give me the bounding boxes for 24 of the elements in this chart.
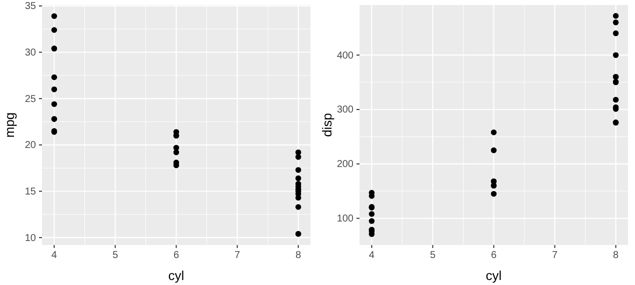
x-tick-label: 6 [173,250,180,262]
y-tick-label: 10 [24,232,36,244]
x-tick-label: 6 [490,250,497,262]
y-axis-title: mpg [2,112,17,138]
x-tick-label: 8 [613,250,620,262]
y-tick-label: 20 [24,140,36,152]
y-tick-label: 400 [336,50,354,62]
y-tick-label: 15 [24,186,36,198]
y-tick-label: 25 [24,94,36,105]
y-tick-label: 35 [24,1,36,12]
y-axis-title: disp [320,113,334,137]
x-tick-label: 4 [368,250,375,262]
x-tick-label: 7 [552,250,558,262]
x-axis-title: cyl [486,268,502,283]
y-tick-label: 200 [336,159,354,170]
x-tick-label: 4 [51,250,58,262]
x-tick-label: 5 [112,250,118,262]
x-tick-label: 8 [296,250,302,262]
x-axis-title: cyl [168,268,184,283]
x-tick-label: 5 [430,250,436,262]
y-tick-label: 300 [336,104,354,116]
x-tick-label: 7 [234,250,240,262]
y-tick-label: 100 [336,214,354,225]
y-tick-label: 30 [24,47,36,58]
